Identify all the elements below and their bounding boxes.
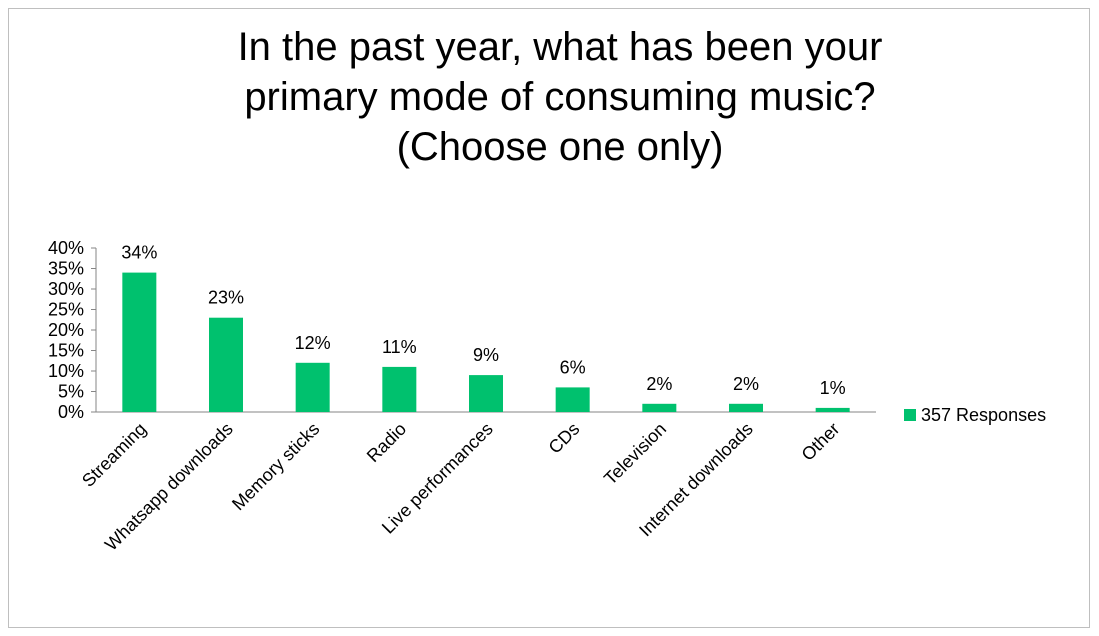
data-label: 11% [382, 337, 417, 357]
category-label: Other [798, 419, 844, 465]
chart-frame [8, 8, 1090, 628]
y-tick-label: 5% [58, 382, 84, 402]
bars [122, 272, 850, 412]
bar [729, 403, 763, 412]
bar [642, 403, 677, 412]
legend-swatch [904, 409, 916, 421]
y-tick-label: 30% [48, 279, 84, 299]
data-label: 1% [820, 378, 846, 398]
data-label: 34% [121, 243, 157, 263]
y-tick-label: 10% [48, 361, 84, 381]
data-label: 2% [733, 374, 759, 394]
category-label: Radio [363, 419, 410, 466]
category-label: CDs [545, 419, 584, 458]
data-label: 12% [295, 333, 331, 353]
bar [815, 407, 850, 412]
data-label: 6% [560, 357, 586, 377]
y-axis-ticks: 0%5%10%15%20%25%30%35%40% [48, 238, 96, 422]
y-tick-label: 15% [48, 341, 84, 361]
bar [469, 375, 503, 412]
chart-title-line: primary mode of consuming music? [244, 75, 875, 119]
bar [295, 362, 330, 412]
data-label: 2% [646, 374, 672, 394]
data-labels: 34% 23% 12% 11% 9% 6% 2% 2% 1% [121, 243, 845, 398]
y-tick-label: 20% [48, 320, 84, 340]
data-label: 9% [473, 345, 499, 365]
category-label: Memory sticks [228, 419, 323, 514]
y-tick-label: 40% [48, 238, 84, 258]
legend: 357 Responses [904, 405, 1046, 425]
bar [122, 272, 157, 412]
legend-label: 357 Responses [921, 405, 1046, 425]
chart-title-line: (Choose one only) [397, 125, 724, 169]
chart-title-line: In the past year, what has been your [238, 25, 883, 69]
category-label: Television [600, 419, 670, 489]
bar [382, 366, 417, 412]
bar [555, 387, 590, 412]
chart-title: In the past year, what has been your prim… [238, 25, 883, 169]
y-tick-label: 25% [48, 300, 84, 320]
y-tick-label: 0% [58, 402, 84, 422]
data-label: 23% [208, 288, 244, 308]
bar [209, 317, 243, 412]
y-tick-label: 35% [48, 259, 84, 279]
category-label: Streaming [78, 419, 150, 491]
